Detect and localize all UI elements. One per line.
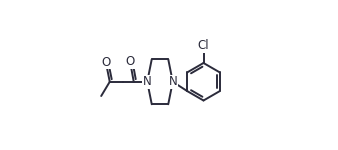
Text: N: N bbox=[168, 75, 177, 88]
Text: O: O bbox=[126, 55, 135, 68]
Text: N: N bbox=[143, 75, 152, 88]
Text: O: O bbox=[102, 56, 111, 69]
Text: Cl: Cl bbox=[198, 39, 209, 52]
